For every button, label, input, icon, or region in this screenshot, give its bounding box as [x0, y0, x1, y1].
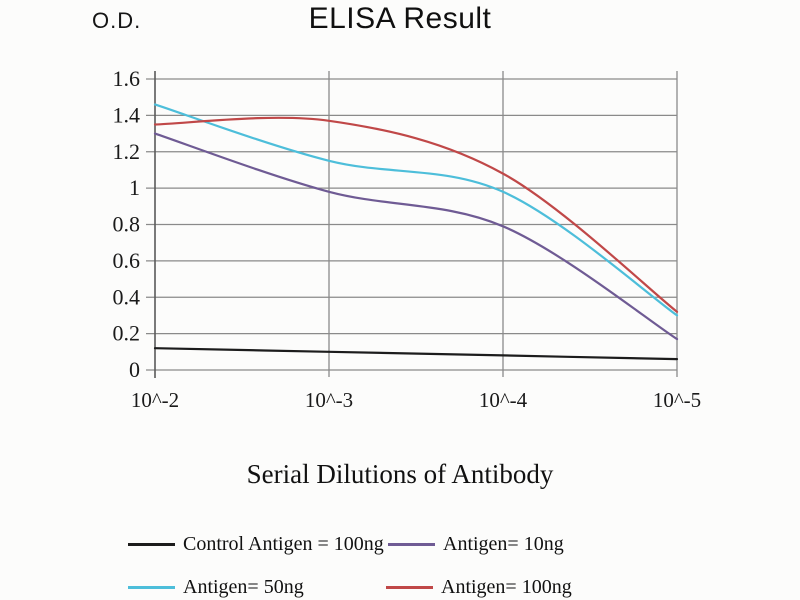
legend-label-3: Antigen= 100ng	[441, 575, 572, 598]
y-tick-label: 0.4	[113, 284, 141, 309]
legend-label-1: Antigen= 10ng	[443, 532, 564, 555]
legend-entry-2: Antigen= 50ng	[128, 575, 304, 599]
y-tick-label: 0	[129, 357, 140, 382]
y-axis-unit-label: O.D.	[92, 8, 142, 33]
x-tick-label: 10^-3	[305, 388, 353, 412]
legend-label-2: Antigen= 50ng	[183, 575, 304, 598]
y-tick-label: 1	[129, 175, 140, 200]
legend-entry-0: Control Antigen = 100ng	[128, 532, 384, 556]
series-line-2	[153, 103, 679, 317]
y-tick-label: 1.4	[113, 102, 141, 127]
y-tick-label: 0.6	[113, 248, 141, 273]
legend-swatch-0	[128, 542, 175, 546]
series-line-3	[153, 116, 679, 313]
chart-title: ELISA Result	[308, 2, 492, 35]
x-tick-label: 10^-5	[653, 388, 701, 412]
series-line-0	[153, 347, 679, 361]
legend-entry-3: Antigen= 100ng	[386, 575, 572, 599]
series-line-1	[153, 132, 679, 341]
x-tick-label: 10^-4	[479, 388, 528, 412]
y-tick-label: 0.2	[113, 321, 141, 346]
x-axis-title: Serial Dilutions of Antibody	[246, 459, 554, 489]
x-tick-label: 10^-2	[131, 388, 179, 412]
y-tick-label: 1.2	[113, 139, 141, 164]
y-tick-label: 0.8	[113, 212, 141, 237]
legend-swatch-2	[128, 585, 175, 589]
y-tick-label: 1.6	[113, 66, 141, 91]
legend-entry-1: Antigen= 10ng	[388, 532, 564, 556]
legend-label-0: Control Antigen = 100ng	[183, 532, 384, 555]
legend-swatch-3	[386, 585, 433, 589]
legend-swatch-1	[388, 542, 435, 546]
